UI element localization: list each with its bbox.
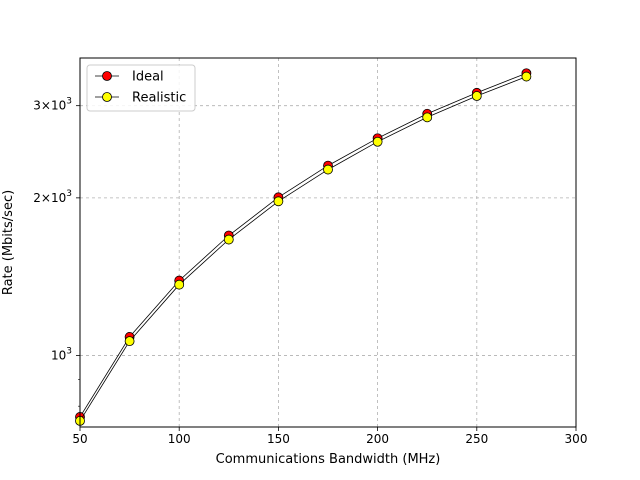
data-point (174, 279, 185, 290)
x-tick-label: 250 (465, 432, 488, 446)
x-tick-label: 200 (366, 432, 389, 446)
data-point (521, 71, 532, 82)
x-axis-label: Communications Bandwidth (MHz) (216, 452, 441, 467)
data-point (372, 136, 383, 147)
y-tick-label: 2×103 (33, 189, 72, 205)
legend-box (86, 64, 196, 112)
data-point (471, 91, 482, 101)
x-tick-label: 100 (168, 432, 191, 446)
ticks: 50 100 150 200 250 300 103 2×103 3×103 (33, 97, 587, 446)
legend-marker (102, 92, 112, 102)
data-point (124, 336, 135, 347)
x-tick-label: 50 (72, 432, 87, 446)
series-line (79, 76, 527, 422)
legend-label: Ideal (132, 70, 164, 85)
x-tick-label: 300 (565, 432, 588, 446)
data-point (273, 196, 284, 207)
data-point (323, 164, 333, 175)
legend-label: Realistic (132, 91, 186, 106)
grid (80, 58, 576, 427)
y-tick-label: 103 (51, 346, 72, 362)
legend: Ideal Realistic (86, 64, 196, 112)
data-point (422, 112, 433, 123)
legend-marker (102, 71, 112, 81)
data-point (223, 234, 234, 245)
series-line (79, 72, 527, 418)
y-axis-label: Rate (Mbits/sec) (1, 190, 16, 295)
x-tick-label: 150 (267, 432, 290, 446)
y-tick-label: 3×103 (33, 97, 72, 113)
plot-frame (79, 57, 577, 428)
